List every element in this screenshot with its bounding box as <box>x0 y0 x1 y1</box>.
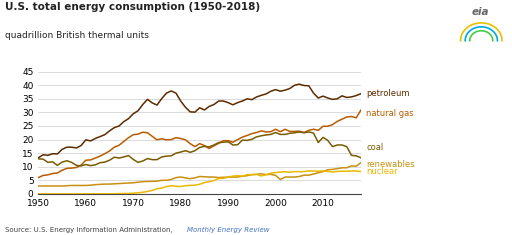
Text: nuclear: nuclear <box>366 167 398 176</box>
Text: coal: coal <box>366 143 383 152</box>
Text: renewables: renewables <box>366 160 415 168</box>
Text: Monthly Energy Review: Monthly Energy Review <box>187 227 269 233</box>
Text: petroleum: petroleum <box>366 89 410 98</box>
Text: U.S. total energy consumption (1950-2018): U.S. total energy consumption (1950-2018… <box>5 2 260 12</box>
Text: natural gas: natural gas <box>366 109 414 118</box>
Text: eia: eia <box>472 7 489 17</box>
Text: Source: U.S. Energy Information Administration,: Source: U.S. Energy Information Administ… <box>5 227 175 233</box>
Text: quadrillion British thermal units: quadrillion British thermal units <box>5 31 149 39</box>
